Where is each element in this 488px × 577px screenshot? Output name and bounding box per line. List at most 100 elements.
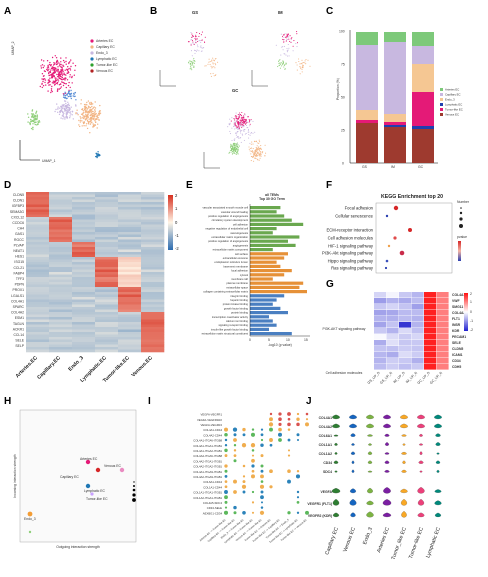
heatmap-cell bbox=[141, 309, 165, 313]
kegg-term-label: Cell adhesion molecules bbox=[328, 236, 373, 241]
heatmap-cell bbox=[118, 339, 142, 343]
umap-point bbox=[70, 65, 72, 68]
heatmap-cell bbox=[49, 257, 73, 260]
umap-point bbox=[233, 118, 235, 120]
svg-text:0: 0 bbox=[342, 162, 344, 166]
umap-point bbox=[63, 108, 66, 111]
violin bbox=[434, 489, 442, 493]
umap-point bbox=[234, 148, 237, 150]
heatmap-cell bbox=[26, 277, 50, 280]
panel-g-col-labels: GS_UP_DGS_UP_R IM_UP_D IM_UP_RGC_UP_DGC_UP… bbox=[367, 370, 444, 385]
heatmap-cell bbox=[386, 292, 399, 298]
panel-c-xtick-gs: GS bbox=[362, 165, 368, 169]
umap-point bbox=[64, 91, 66, 94]
umap-point bbox=[232, 147, 234, 149]
umap-point bbox=[62, 115, 64, 117]
umap-point bbox=[199, 46, 201, 48]
heatmap-cell bbox=[26, 342, 50, 345]
go-term-label: positive regulation of angiogenesis bbox=[208, 239, 249, 243]
panel-d-gene-labels: CLDN5CLDN1IGFBP3SEMA3GCXCL12CCDC6CA4GAS1… bbox=[10, 193, 25, 348]
panel-g-heatmap bbox=[374, 292, 449, 370]
heatmap-cell bbox=[49, 312, 73, 315]
umap-point bbox=[197, 46, 199, 48]
umap-point bbox=[63, 107, 66, 110]
umap-point bbox=[283, 41, 285, 43]
heatmap-cell bbox=[399, 352, 412, 358]
umap-point bbox=[241, 117, 243, 119]
umap-point bbox=[249, 134, 251, 136]
gene-label: COL1A2 bbox=[319, 452, 332, 456]
heatmap-cell bbox=[141, 344, 165, 348]
umap-point bbox=[190, 32, 192, 34]
heatmap-cell bbox=[374, 340, 387, 346]
heatmap-cell bbox=[49, 242, 73, 245]
panel-h-point-4: Tumor-like EC bbox=[86, 497, 108, 501]
umap-point bbox=[241, 125, 243, 127]
umap-point bbox=[71, 76, 73, 79]
go-bar bbox=[250, 252, 288, 256]
heatmap-cell bbox=[49, 277, 73, 280]
heatmap-cell bbox=[26, 199, 50, 203]
umap-point bbox=[255, 157, 257, 160]
heatmap-cell bbox=[424, 358, 437, 364]
umap-point bbox=[65, 86, 68, 89]
heatmap-cell bbox=[26, 337, 50, 340]
umap-point bbox=[62, 78, 64, 80]
umap-point bbox=[258, 154, 260, 156]
umap-point bbox=[280, 63, 282, 65]
umap-point bbox=[57, 70, 59, 72]
heatmap-cell bbox=[118, 259, 142, 263]
umap-point bbox=[229, 122, 231, 124]
umap-point bbox=[301, 71, 303, 73]
heatmap-cell bbox=[26, 214, 50, 218]
gene-label: ESM1 bbox=[15, 316, 24, 320]
umap-point bbox=[98, 153, 100, 156]
heatmap-cell bbox=[411, 358, 424, 364]
umap-point bbox=[241, 116, 243, 118]
umap-point bbox=[60, 77, 62, 80]
umap-point bbox=[244, 133, 246, 135]
umap-point bbox=[284, 64, 286, 66]
gene-label: CDH5 bbox=[452, 365, 461, 369]
heatmap-cell bbox=[26, 284, 50, 288]
umap-point bbox=[203, 47, 205, 49]
violin bbox=[366, 414, 374, 420]
umap-point bbox=[205, 65, 207, 67]
umap-point bbox=[236, 143, 238, 145]
heatmap-cell bbox=[118, 252, 142, 255]
umap-point bbox=[239, 112, 241, 114]
umap-point bbox=[56, 62, 58, 64]
umap-point bbox=[295, 62, 297, 64]
lr-dot bbox=[224, 438, 228, 442]
heatmap-cell bbox=[141, 272, 165, 275]
umap-point bbox=[192, 66, 194, 68]
heatmap-cell bbox=[118, 334, 142, 338]
heatmap-cell bbox=[72, 287, 96, 290]
heatmap-cell bbox=[399, 304, 412, 310]
umap-point bbox=[215, 64, 217, 66]
umap-point bbox=[230, 120, 232, 122]
umap-point bbox=[55, 108, 57, 111]
umap-point bbox=[285, 37, 287, 39]
go-term-label: vascular wound healing bbox=[221, 210, 249, 214]
heatmap-cell bbox=[72, 204, 96, 208]
umap-point bbox=[83, 111, 85, 114]
umap-point bbox=[252, 143, 254, 145]
umap-point bbox=[230, 148, 233, 150]
heatmap-cell bbox=[424, 340, 437, 346]
umap-point bbox=[99, 104, 101, 107]
umap-point bbox=[59, 111, 61, 114]
heatmap-cell bbox=[95, 287, 119, 290]
heatmap-cell bbox=[95, 259, 119, 263]
lr-dot bbox=[287, 449, 291, 452]
lr-dot bbox=[241, 443, 247, 448]
lr-pair-label: COL4A1-ITGA1-ITGB1 bbox=[193, 444, 222, 448]
umap-point bbox=[240, 121, 242, 123]
umap-point bbox=[188, 62, 190, 64]
heatmap-cell bbox=[26, 219, 50, 223]
heatmap-cell bbox=[72, 307, 96, 310]
heatmap-cell bbox=[26, 254, 50, 258]
umap-point bbox=[229, 130, 231, 132]
umap-point bbox=[238, 116, 240, 119]
gene-label: CA4 bbox=[17, 227, 24, 231]
